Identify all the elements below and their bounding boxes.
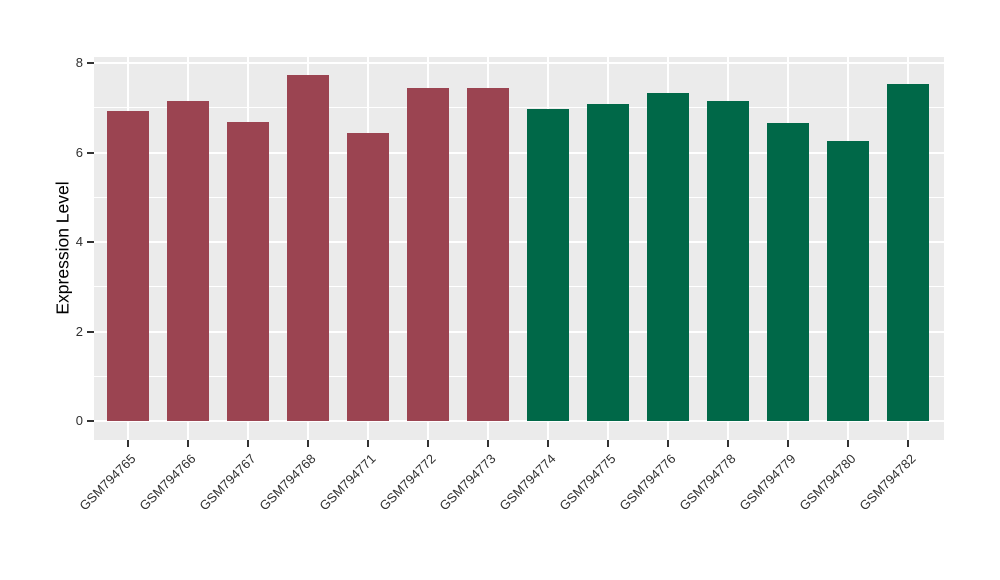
minor-gridline [94,286,944,288]
bar-GSM794766 [167,100,209,421]
bar-GSM794778 [707,101,749,421]
x-axis-tick [487,440,489,447]
x-axis-tick [907,440,909,447]
major-gridline [94,241,944,243]
major-gridline [94,420,944,422]
major-gridline [94,62,944,64]
y-axis-tick [87,62,94,64]
x-axis-tick [127,440,129,447]
x-axis-tick [787,440,789,447]
bar-GSM794779 [767,122,809,421]
bar-GSM794765 [107,110,149,421]
y-axis-tick [87,330,94,333]
x-axis-tick [667,440,669,447]
y-axis-tick [87,420,94,422]
x-axis-tick [427,440,429,447]
y-tick-label: 6 [75,144,83,160]
minor-gridline [94,107,944,109]
bar-GSM794767 [227,121,269,421]
y-tick-label: 0 [75,413,83,428]
bar-GSM794772 [407,87,449,421]
bar-GSM794774 [527,109,569,421]
x-axis-tick [247,440,249,447]
major-gridline [94,330,944,333]
bar-GSM794773 [467,87,509,421]
minor-gridline [94,375,944,377]
bar-GSM794776 [647,92,689,421]
x-tick-label: GSM794765 [76,451,139,514]
x-axis-tick [547,440,549,447]
x-axis-tick [307,440,309,447]
x-axis-tick [187,440,189,447]
bar-GSM794775 [587,104,629,421]
x-axis-tick [367,440,369,447]
bar-GSM794782 [887,84,929,421]
y-tick-label: 2 [75,323,83,339]
bar-GSM794771 [347,133,389,421]
major-gridline [94,151,944,154]
x-axis-tick [607,440,609,447]
plot-area [87,57,944,447]
y-tick-label: 4 [75,234,83,249]
x-axis-tick [847,440,849,447]
y-axis-tick [87,151,94,154]
y-axis-tick [87,241,94,243]
bar-GSM794768 [287,74,329,421]
x-axis-tick [727,440,729,447]
y-tick-label: 8 [75,55,83,70]
minor-gridline [94,196,944,198]
bar-GSM794780 [827,140,869,421]
